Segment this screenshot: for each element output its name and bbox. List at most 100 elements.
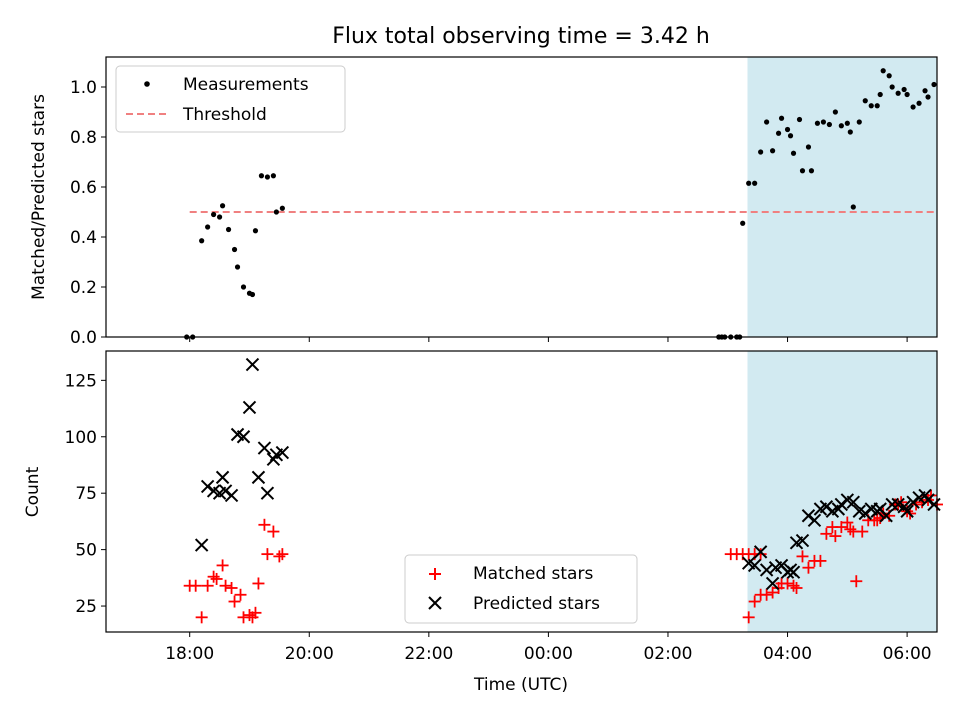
matched-star-point [207, 570, 220, 583]
bottom-panel: 25 50 75 100 125 18:00 20:00 22:00 00:00 02:00 04… [23, 350, 943, 695]
measurement-point [856, 119, 862, 125]
predicted-star-point [215, 470, 230, 485]
bottom-y-tick-label: 75 [75, 484, 97, 504]
measurement-point [805, 144, 812, 150]
measurement-point [775, 130, 782, 136]
matched-star-point [261, 548, 274, 561]
top-axes-frame [105, 56, 938, 338]
bottom-axes-frame [105, 350, 938, 633]
predicted-star-point [795, 533, 810, 548]
bottom-legend: Matched stars Predicted stars [404, 554, 638, 624]
measurement-point [240, 284, 247, 290]
measurement-point [874, 103, 880, 109]
measurement-point [901, 86, 907, 93]
measurement-point [273, 209, 279, 215]
measurement-point [931, 81, 937, 88]
x-tick-label: 18:00 [165, 644, 214, 664]
predicted-star-point [747, 558, 762, 573]
measurement-point [211, 211, 217, 218]
matched-star-point [225, 581, 238, 594]
measurement-point [764, 119, 770, 125]
measurement-point [886, 73, 892, 79]
matched-star-point [252, 577, 265, 590]
measurement-point [895, 90, 901, 96]
matched-star-point [802, 561, 815, 574]
measurement-point [826, 121, 832, 128]
matched-star-point [249, 606, 262, 619]
matched-star-point [787, 579, 800, 592]
predicted-star-point [260, 486, 275, 500]
matched-star-point [856, 525, 869, 538]
top-y-tick-label: 0.2 [70, 278, 97, 298]
x-tick-label: 04:00 [763, 644, 812, 664]
measurement-point [746, 180, 752, 186]
top-shaded-region [747, 57, 937, 337]
measurement-point [796, 116, 803, 123]
measurement-point [225, 226, 232, 233]
matched-star-point [201, 579, 214, 592]
x-tick-label: 02:00 [643, 644, 692, 664]
predicted-star-point [858, 506, 872, 521]
matched-star-point [760, 588, 773, 601]
predicted-star-point [807, 513, 822, 527]
bottom-legend-box [404, 554, 638, 624]
matched-star-point [748, 595, 761, 608]
measurement-point [925, 94, 931, 100]
predicted-star-point [846, 495, 861, 509]
measurement-point [787, 133, 794, 139]
matched-star-point [243, 609, 256, 622]
measurement-point [216, 214, 223, 220]
matched-star-point [216, 559, 229, 572]
measurement-point [758, 149, 764, 155]
measurement-point [904, 91, 910, 98]
chart-title: Flux total observing time = 3.42 h [332, 24, 710, 49]
matched-star-point [267, 525, 280, 538]
top-legend-box [115, 65, 346, 133]
predicted-star-point [224, 488, 239, 503]
top-legend: Measurements Threshold [115, 65, 346, 133]
measurement-point [740, 220, 746, 226]
legend-predicted-marker [428, 596, 442, 610]
measurement-point [862, 98, 868, 104]
x-tick-label: 06:00 [883, 644, 932, 664]
measurement-point [199, 238, 205, 244]
matched-star-point [790, 581, 803, 594]
measurement-point [922, 88, 928, 94]
measurement-point [910, 104, 916, 110]
bottom-y-tick-label: 25 [75, 597, 97, 617]
predicted-star-point [218, 484, 233, 498]
predicted-star-point [275, 445, 290, 460]
measurement-point [205, 224, 211, 230]
predicted-star-point [200, 479, 215, 494]
matched-star-point [820, 527, 833, 540]
matched-star-point [273, 550, 286, 563]
matched-star-point [754, 548, 767, 561]
predicted-star-point [879, 509, 893, 523]
measurement-point [784, 126, 791, 133]
measurement-point [808, 168, 815, 174]
legend-threshold-label: Threshold [182, 105, 267, 125]
legend-measurements-marker [144, 81, 150, 87]
predicted-star-point [251, 470, 266, 485]
measurement-point [234, 264, 241, 270]
predicted-star-point [819, 500, 834, 514]
legend-matched-label: Matched stars [473, 564, 593, 584]
predicted-star-point [753, 545, 768, 559]
measurement-point [249, 291, 256, 298]
predicted-star-point [245, 357, 260, 372]
measurement-point [252, 228, 259, 234]
measurement-point [868, 103, 874, 109]
top-y-tick-label: 0.8 [70, 128, 97, 148]
top-y-tick-label: 0.6 [70, 178, 97, 198]
measurement-point [778, 115, 785, 121]
measurement-point [820, 119, 827, 125]
matched-star-point [742, 611, 755, 624]
measurement-point [231, 246, 238, 253]
predicted-star-point [801, 509, 816, 523]
measurement-point [752, 180, 758, 186]
measurement-point [769, 148, 776, 154]
x-tick-label: 22:00 [404, 644, 453, 664]
predicted-star-point [194, 538, 209, 552]
matched-star-point [814, 554, 827, 567]
